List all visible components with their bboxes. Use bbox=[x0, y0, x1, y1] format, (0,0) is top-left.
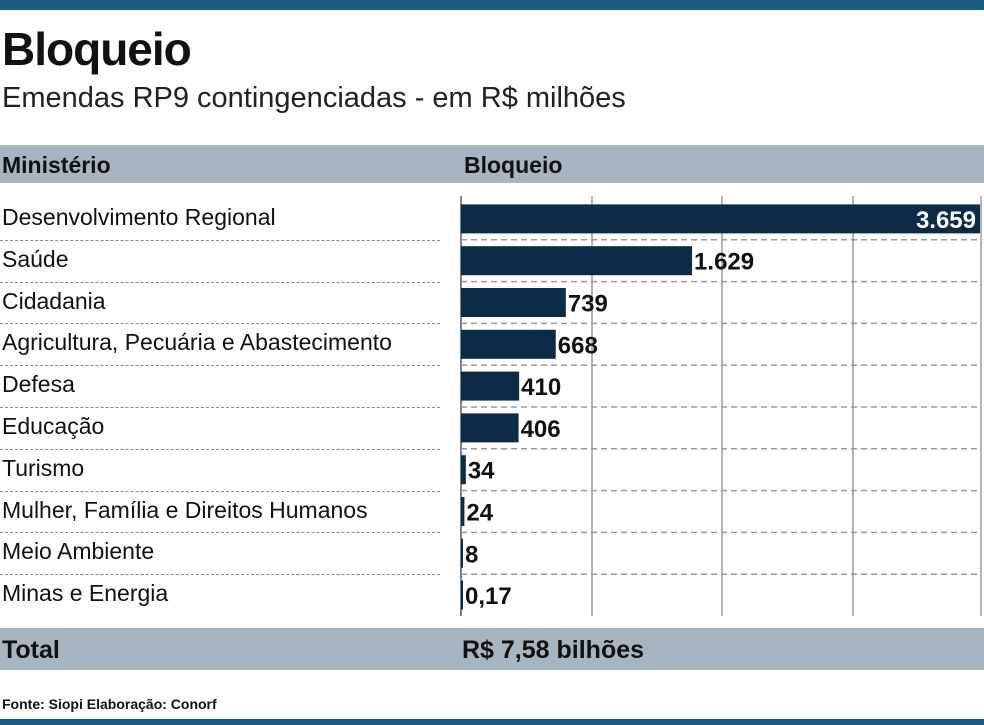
row-separator bbox=[0, 239, 440, 241]
bottom-accent-bar bbox=[0, 719, 984, 725]
total-value: R$ 7,58 bilhões bbox=[462, 636, 645, 664]
category-label: Agricultura, Pecuária e Abastecimento bbox=[2, 329, 392, 356]
row-separator bbox=[0, 448, 440, 450]
bar bbox=[461, 580, 463, 610]
bar bbox=[461, 204, 980, 234]
chart-title: Bloqueio bbox=[2, 23, 192, 75]
value-label: 668 bbox=[558, 332, 598, 359]
row-separator bbox=[0, 323, 440, 325]
row-separator bbox=[0, 532, 440, 534]
source-note: Fonte: Siopi Elaboração: Conorf bbox=[2, 696, 217, 712]
value-label: 0,17 bbox=[465, 583, 512, 610]
category-label: Meio Ambiente bbox=[2, 538, 155, 565]
value-label: 406 bbox=[521, 416, 561, 443]
category-label: Cidadania bbox=[2, 287, 106, 314]
header-ministerio: Ministério bbox=[2, 152, 111, 178]
chart-subtitle: Emendas RP9 contingenciadas - em R$ milh… bbox=[2, 82, 626, 114]
bar bbox=[461, 413, 519, 443]
category-label: Desenvolvimento Regional bbox=[2, 203, 276, 230]
bar bbox=[461, 538, 463, 568]
value-label: 1.629 bbox=[694, 249, 754, 276]
value-label: 410 bbox=[521, 374, 561, 401]
value-label: 8 bbox=[465, 541, 478, 568]
value-label: 739 bbox=[568, 291, 608, 318]
value-label: 34 bbox=[468, 458, 495, 485]
top-accent-bar bbox=[0, 0, 984, 10]
bar bbox=[461, 455, 466, 485]
row-separator bbox=[0, 407, 440, 408]
row-separator bbox=[0, 574, 440, 576]
category-label: Mulher, Família e Direitos Humanos bbox=[2, 496, 368, 523]
category-label: Educação bbox=[2, 412, 105, 439]
header-bloqueio: Bloqueio bbox=[464, 152, 563, 178]
bar bbox=[461, 329, 556, 359]
row-separator bbox=[0, 490, 440, 492]
bar bbox=[461, 246, 693, 276]
row-separator bbox=[0, 281, 440, 283]
total-row: Total R$ 7,58 bilhões bbox=[0, 628, 984, 670]
category-label: Saúde bbox=[2, 245, 69, 272]
bar bbox=[461, 288, 566, 317]
value-label: 3.659 bbox=[916, 207, 976, 234]
category-label: Minas e Energia bbox=[2, 580, 169, 607]
table-header: Ministério Bloqueio bbox=[0, 145, 984, 183]
bar bbox=[461, 497, 465, 526]
value-label: 24 bbox=[466, 500, 493, 527]
bar bbox=[461, 371, 520, 401]
row-separator bbox=[0, 365, 440, 367]
total-label: Total bbox=[2, 636, 60, 664]
category-label: Defesa bbox=[2, 371, 75, 398]
category-label: Turismo bbox=[2, 454, 85, 481]
